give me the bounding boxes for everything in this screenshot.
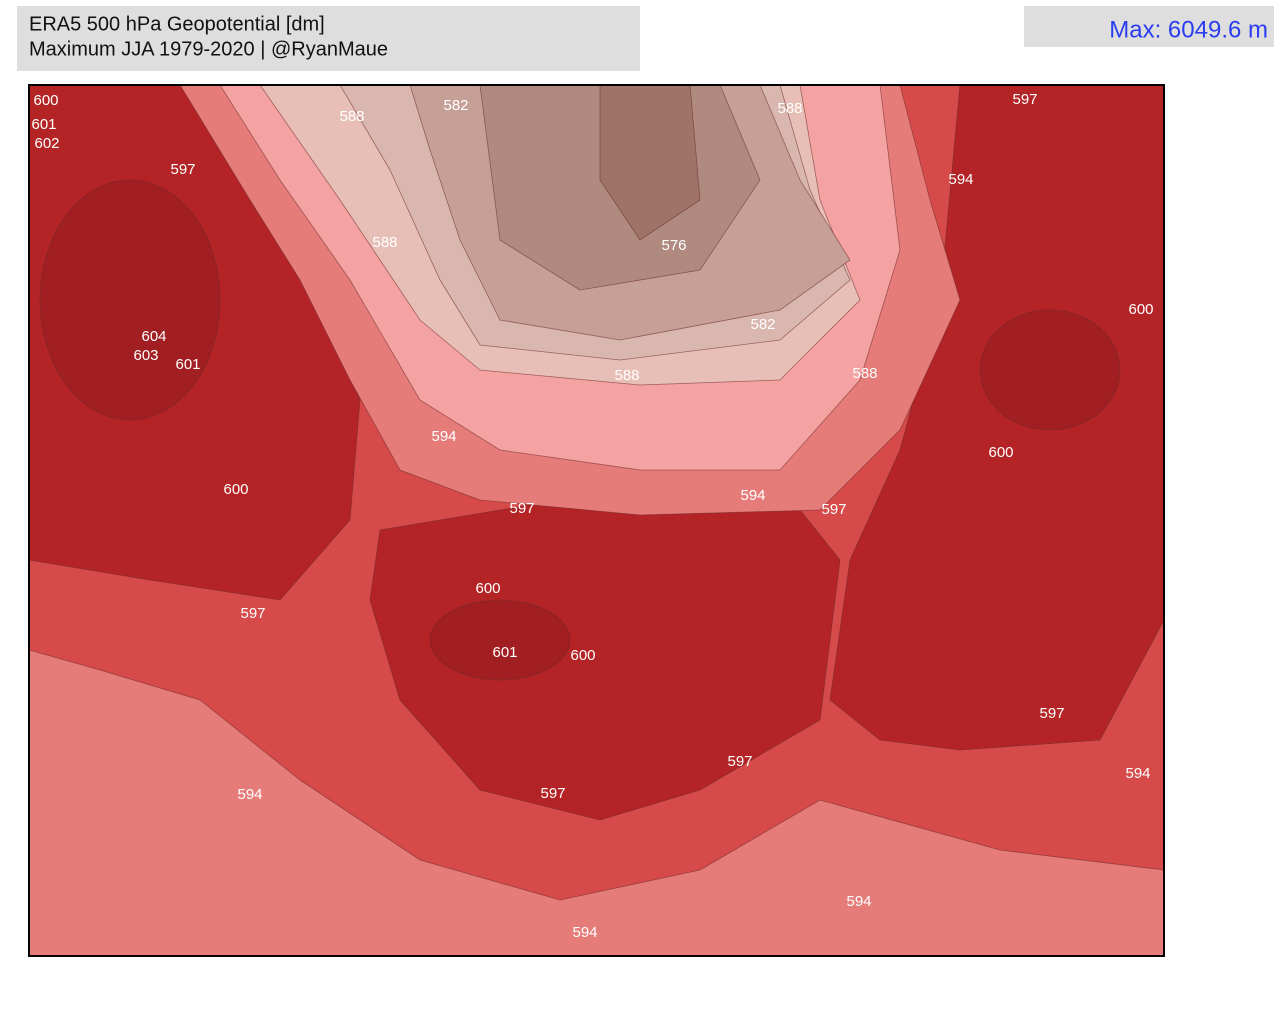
contour-label: 594 <box>846 893 871 910</box>
contour-label: 600 <box>570 647 595 664</box>
contour-label: 597 <box>1039 705 1064 722</box>
contour-label: 597 <box>509 500 534 517</box>
title-line: Maximum JJA 1979-2020 | @RyanMaue <box>29 38 388 60</box>
contour-label: 588 <box>372 234 397 251</box>
contour-label: 594 <box>1125 765 1150 782</box>
contour-label: 588 <box>777 100 802 117</box>
contour-label: 597 <box>240 605 265 622</box>
contour-label: 594 <box>572 924 597 941</box>
title-box <box>17 6 640 71</box>
contour-label: 604 <box>141 328 166 345</box>
contour-label: 601 <box>175 356 200 373</box>
contour-label: 576 <box>661 237 686 254</box>
contour-label: 600 <box>475 580 500 597</box>
contour-label: 582 <box>750 316 775 333</box>
title-line: ERA5 500 hPa Geopotential [dm] <box>29 13 325 35</box>
contour-label: 600 <box>33 92 58 109</box>
contour-label: 597 <box>1012 91 1037 108</box>
contour-label: 582 <box>443 97 468 114</box>
contour-label: 597 <box>727 753 752 770</box>
map-frame <box>28 84 1165 957</box>
contour-label: 597 <box>170 161 195 178</box>
map <box>29 85 1164 956</box>
contour-label: 600 <box>988 444 1013 461</box>
contour-label: 594 <box>740 487 765 504</box>
contour-label: 600 <box>1128 301 1153 318</box>
contour-labels: 600 601 602 597 588 582 588 597 594 588 576 600 582 6… <box>31 91 1153 941</box>
contour-label: 597 <box>540 785 565 802</box>
contour-label: 603 <box>133 347 158 364</box>
contour-label: 601 <box>31 116 56 133</box>
contour-label: 594 <box>237 786 262 803</box>
max-label: Max: 6049.6 m <box>1109 16 1268 43</box>
contour-label: 588 <box>339 108 364 125</box>
max-box <box>1024 6 1274 47</box>
contour-label: 588 <box>614 367 639 384</box>
contour-label: 600 <box>223 481 248 498</box>
contour-label: 601 <box>492 644 517 661</box>
contour-label: 594 <box>431 428 456 445</box>
contour-label: 597 <box>821 501 846 518</box>
contour-label: 588 <box>852 365 877 382</box>
contour-label: 594 <box>948 171 973 188</box>
contour-label: 602 <box>34 135 59 152</box>
